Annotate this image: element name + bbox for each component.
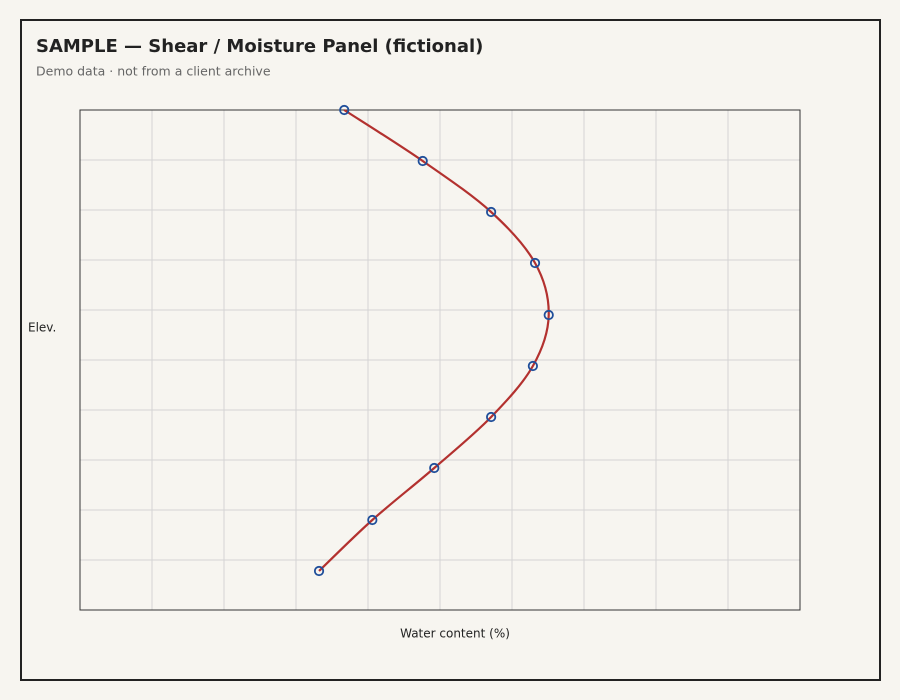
marker xyxy=(367,514,378,526)
line xyxy=(318,109,550,572)
marks xyxy=(313,104,554,577)
x-axis-label: Water content (%) xyxy=(400,627,510,641)
marker xyxy=(486,411,497,423)
marker xyxy=(486,206,497,218)
y-axis-label: Elev. xyxy=(28,321,56,335)
marker xyxy=(527,360,538,372)
marker xyxy=(429,462,440,474)
marker xyxy=(417,155,428,167)
marker xyxy=(313,565,325,577)
frame xyxy=(20,19,881,681)
chart-subtitle: Demo data · not from a client archive xyxy=(36,64,271,79)
marker xyxy=(339,104,350,116)
plot-border xyxy=(79,109,801,611)
chart-title: SAMPLE — Shear / Moisture Panel (fiction… xyxy=(36,36,483,57)
marker xyxy=(543,309,554,321)
marker xyxy=(529,257,541,269)
